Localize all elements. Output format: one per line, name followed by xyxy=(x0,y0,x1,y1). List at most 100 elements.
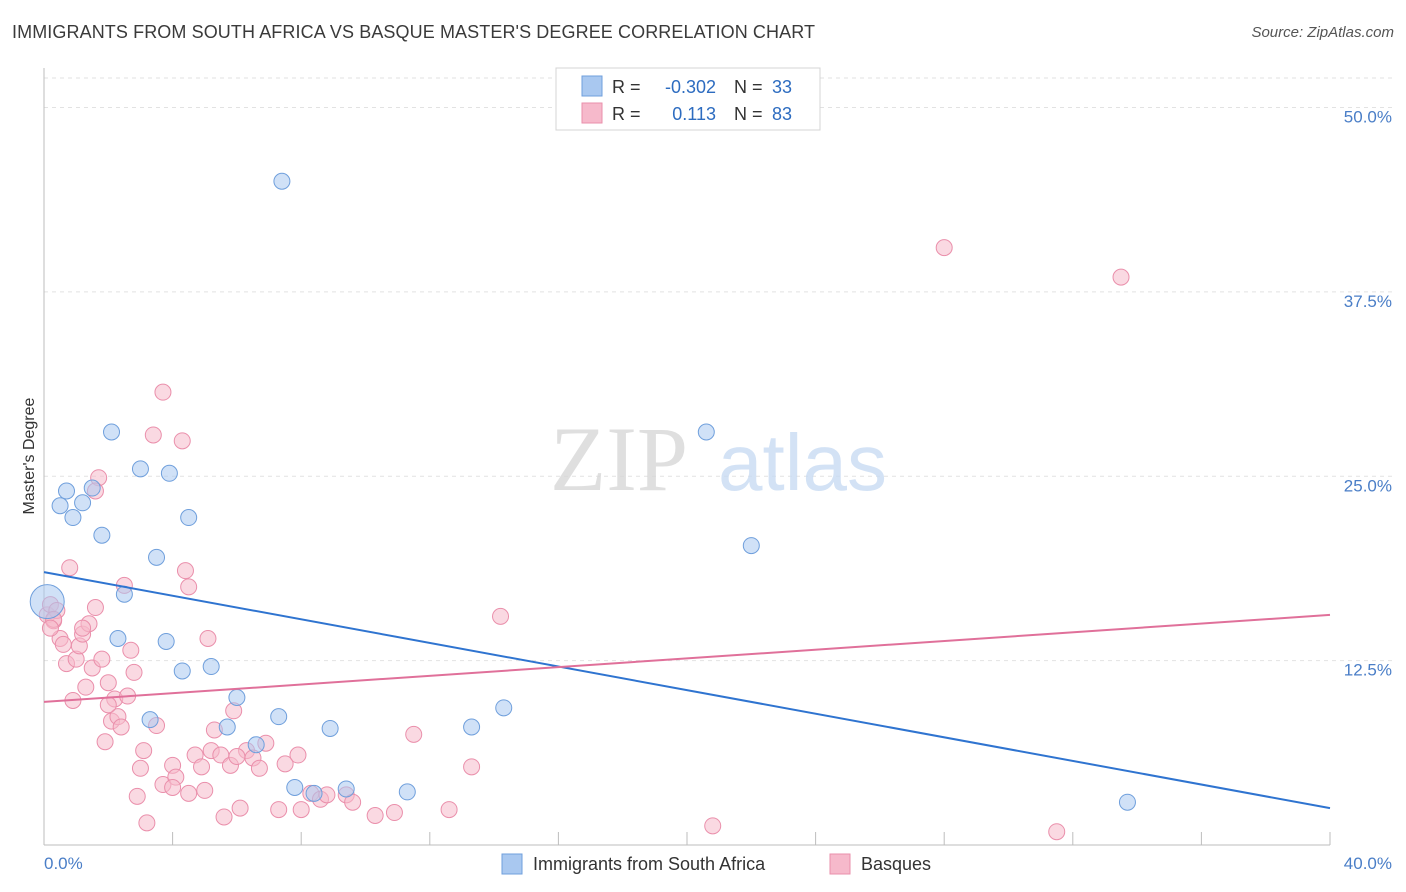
basques-point xyxy=(385,804,403,822)
basques-point xyxy=(193,758,211,776)
watermark-atlas: atlas xyxy=(718,418,887,507)
south-africa-point xyxy=(83,479,101,497)
south-africa-point xyxy=(180,509,198,527)
south-africa-point xyxy=(286,778,304,796)
south-africa-point xyxy=(29,584,65,620)
basques-point xyxy=(144,426,162,444)
series-legend: Immigrants from South Africa Basques xyxy=(501,853,931,875)
south-africa-point xyxy=(218,718,236,736)
x-tick-label-start: 0.0% xyxy=(44,854,83,873)
south-africa-point xyxy=(270,708,288,726)
basques-point xyxy=(250,759,268,777)
south-africa-point xyxy=(131,460,149,478)
south-africa-point xyxy=(697,423,715,441)
basques-point xyxy=(366,807,384,824)
basques-point xyxy=(99,696,117,714)
basques-point xyxy=(176,562,194,580)
basques-point xyxy=(492,607,510,625)
y-tick-label: 12.5% xyxy=(1344,661,1392,680)
basques-point xyxy=(74,619,92,637)
y-tick-label: 50.0% xyxy=(1344,108,1392,127)
stats-legend: R = -0.302 N = 33 R = 0.113 N = 83 xyxy=(555,67,821,131)
chart-title: IMMIGRANTS FROM SOUTH AFRICA VS BASQUE M… xyxy=(12,22,816,42)
basques-point xyxy=(173,432,191,450)
y-axis-label: Master's Degree xyxy=(21,397,38,514)
basques-point xyxy=(228,748,246,765)
basques-point xyxy=(935,239,953,257)
trendlines xyxy=(43,571,1331,810)
stats-legend-swatch-pink xyxy=(581,102,603,124)
basques-point xyxy=(41,619,59,637)
basques-point xyxy=(112,718,130,736)
south-africa-point xyxy=(1118,793,1136,811)
south-africa-point xyxy=(228,689,246,706)
basques-point xyxy=(96,733,114,751)
basques-point xyxy=(128,787,146,805)
stats-legend-n-value-pink: 83 xyxy=(772,104,792,124)
south-africa-point xyxy=(321,719,339,737)
south-africa-point xyxy=(103,423,121,441)
basques-point xyxy=(180,784,198,802)
south-africa-point xyxy=(337,780,355,798)
stats-legend-r-label-pink: R = xyxy=(612,104,641,124)
south-africa-point xyxy=(273,172,291,190)
basques-points xyxy=(38,239,1130,841)
south-africa-point xyxy=(157,632,175,650)
basques-point xyxy=(270,801,288,819)
south-africa-point xyxy=(51,497,69,515)
south-africa-trendline xyxy=(43,571,1331,810)
stats-legend-n-label-pink: N = xyxy=(734,104,763,124)
basques-point xyxy=(86,599,104,617)
basques-point xyxy=(54,635,72,653)
x-ticks xyxy=(43,832,1331,845)
stats-legend-n-label-blue: N = xyxy=(734,77,763,97)
south-africa-point xyxy=(64,509,82,527)
basques-point xyxy=(704,817,722,835)
south-africa-point xyxy=(398,783,416,801)
south-africa-point xyxy=(305,784,323,802)
basques-point xyxy=(131,759,149,777)
watermark-zip: ZIP xyxy=(550,408,688,510)
series-legend-label-south-africa: Immigrants from South Africa xyxy=(533,854,766,874)
x-tick-label-end: 40.0% xyxy=(1344,854,1392,873)
south-africa-point xyxy=(495,699,513,717)
basques-point xyxy=(289,746,307,764)
gridlines xyxy=(44,77,1392,662)
series-legend-swatch-south-africa xyxy=(501,853,523,875)
y-tick-labels: 12.5% 25.0% 37.5% 50.0% xyxy=(1344,108,1392,680)
basques-point xyxy=(138,814,156,832)
basques-point xyxy=(135,742,153,760)
series-legend-swatch-basques xyxy=(829,853,851,875)
stats-legend-r-value-pink: 0.113 xyxy=(672,104,716,124)
basques-point xyxy=(215,808,233,826)
basques-point xyxy=(99,674,117,692)
basques-point xyxy=(77,678,95,696)
basques-point xyxy=(61,559,79,577)
south-africa-point xyxy=(247,736,265,754)
stats-legend-n-value-blue: 33 xyxy=(772,77,792,97)
south-africa-point xyxy=(202,658,220,676)
south-africa-point xyxy=(463,718,481,736)
basques-trendline xyxy=(43,613,1331,703)
basques-point xyxy=(1048,823,1066,841)
basques-point xyxy=(122,641,140,659)
south-africa-point xyxy=(160,464,178,482)
stats-legend-r-label-blue: R = xyxy=(612,77,641,97)
south-africa-point xyxy=(74,494,92,512)
stats-legend-swatch-blue xyxy=(581,75,603,97)
basques-point xyxy=(276,755,294,773)
basques-point xyxy=(440,801,458,819)
south-africa-point xyxy=(148,548,166,566)
basques-point xyxy=(196,781,214,799)
south-africa-point xyxy=(109,630,127,647)
y-tick-label: 37.5% xyxy=(1344,292,1392,311)
basques-point xyxy=(180,578,198,596)
source-label: Source: ZipAtlas.com xyxy=(1251,24,1394,41)
basques-point xyxy=(292,801,310,819)
stats-legend-r-value-blue: -0.302 xyxy=(665,77,716,97)
basques-point xyxy=(125,663,143,681)
south-africa-point xyxy=(141,711,159,729)
y-tick-label: 25.0% xyxy=(1344,476,1392,495)
series-legend-label-basques: Basques xyxy=(861,854,931,874)
